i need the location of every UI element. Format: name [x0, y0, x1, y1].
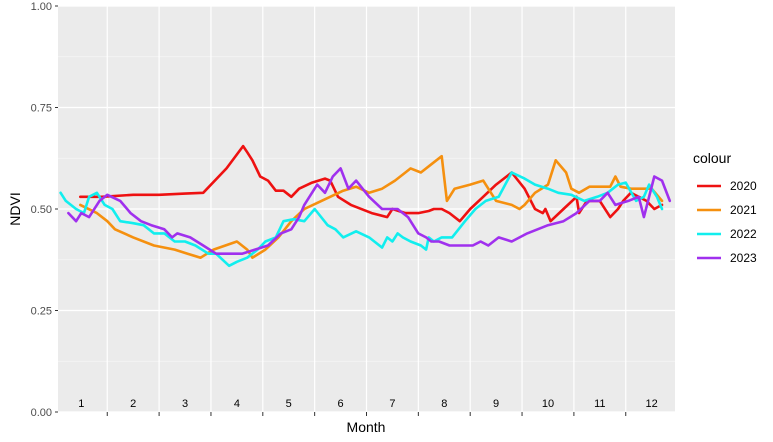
- y-tick-label: 0.00: [31, 407, 52, 419]
- series-line-2023: [67, 167, 672, 255]
- gridlines: [58, 5, 675, 413]
- x-axis: [106, 412, 627, 416]
- y-axis-title: NDVI: [7, 192, 23, 225]
- series-line-2022: [59, 171, 664, 268]
- series-lines: [59, 144, 672, 268]
- y-tick-label: 0.50: [31, 204, 52, 216]
- y-tick-label: 0.75: [31, 103, 52, 115]
- month-label: 11: [594, 398, 605, 410]
- legend: colour 2020 2021 2022 2023: [693, 150, 757, 265]
- y-tick-label: 1.00: [31, 1, 52, 13]
- legend-label-2022: 2022: [730, 227, 757, 241]
- x-axis-title: Month: [347, 419, 386, 435]
- month-label: 6: [338, 398, 344, 410]
- month-label: 4: [234, 398, 240, 410]
- month-label: 8: [441, 398, 447, 410]
- month-label: 5: [286, 398, 292, 410]
- month-label: 12: [646, 398, 658, 410]
- month-label: 9: [493, 398, 499, 410]
- month-label: 3: [182, 398, 188, 410]
- legend-label-2021: 2021: [730, 203, 757, 217]
- month-label: 7: [389, 398, 395, 410]
- legend-label-2023: 2023: [730, 251, 757, 265]
- legend-label-2020: 2020: [730, 179, 757, 193]
- month-labels: 1 2 3 4 5 6 7 8 9 10 11 12: [78, 398, 658, 410]
- month-label: 1: [78, 398, 84, 410]
- y-axis: 0.00 0.25 0.50 0.75 1.00: [31, 1, 58, 419]
- month-label: 2: [130, 398, 136, 410]
- y-tick-label: 0.25: [31, 306, 52, 318]
- legend-title: colour: [693, 150, 731, 166]
- month-label: 10: [542, 398, 554, 410]
